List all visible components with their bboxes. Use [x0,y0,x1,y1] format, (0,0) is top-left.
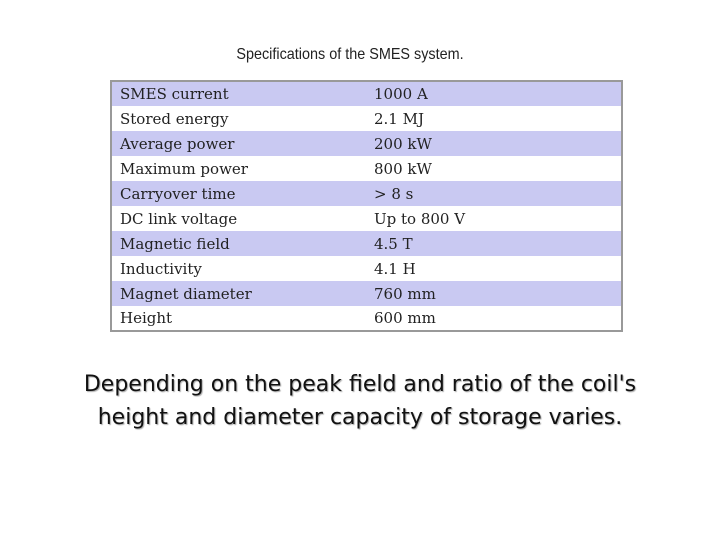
spec-table: SMES current 1000 A Stored energy 2.1 MJ Ave… [110,80,623,332]
table-row: Average power 200 kW [111,131,622,156]
value-cell: 600 mm [374,309,436,327]
caption: Depending on the peak field and ratio of… [0,368,720,434]
parameter-cell: Stored energy [120,109,229,128]
value-cell: 4.5 T [374,234,413,253]
value-cell: 760 mm [374,284,436,303]
table-row: Carryover time > 8 s [111,181,622,206]
caption-line: height and diameter capacity of storage … [97,405,623,430]
table-row: Maximum power 800 kW [111,156,622,181]
parameter-cell: Average power [120,134,235,153]
caption-line: Depending on the peak field and ratio of… [83,372,637,397]
parameter-cell: Carryover time [120,184,236,203]
parameter-cell: Magnetic field [120,234,230,253]
table-row: DC link voltage Up to 800 V [111,206,622,231]
parameter-cell: SMES current [120,85,229,103]
parameter-cell: Height [120,309,173,327]
parameter-cell: Magnet diameter [120,284,252,303]
value-cell: 1000 A [374,85,428,103]
value-cell: > 8 s [374,184,414,203]
value-cell: 2.1 MJ [374,109,424,128]
value-cell: 800 kW [374,159,432,178]
value-cell: Up to 800 V [374,209,466,228]
table-row: Height 600 mm [111,306,622,331]
table-row: Stored energy 2.1 MJ [111,106,622,131]
parameter-cell: Maximum power [120,159,248,178]
table-row: Magnetic field 4.5 T [111,231,622,256]
value-cell: 200 kW [374,134,432,153]
table-row: Magnet diameter 760 mm [111,281,622,306]
value-cell: 4.1 H [374,259,416,278]
table-row: Inductivity 4.1 H [111,256,622,281]
parameter-cell: Inductivity [120,259,202,278]
table-row: SMES current 1000 A [111,81,622,106]
table-title: Specifications of the SMES system. [236,46,464,63]
parameter-cell: DC link voltage [120,209,238,228]
